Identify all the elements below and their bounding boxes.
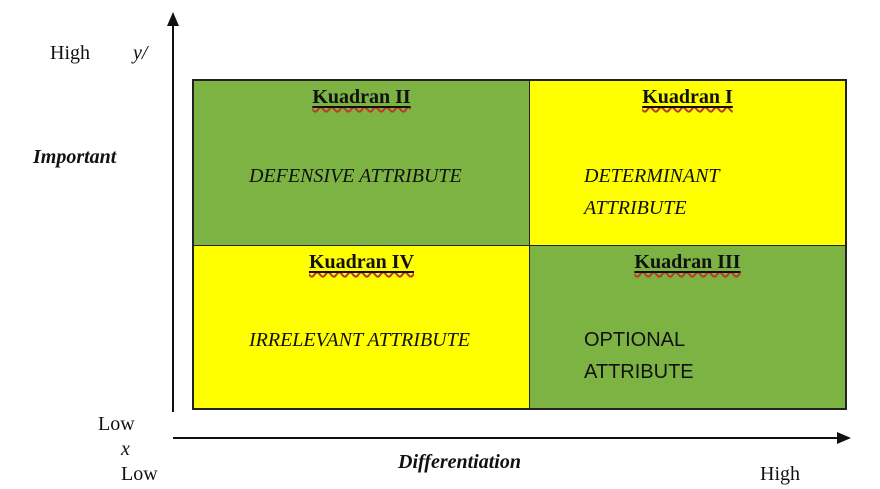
x-low-label: Low <box>121 463 158 485</box>
y-axis-arrowhead <box>167 12 179 26</box>
quadrant-3-body-line-1: OPTIONAL <box>584 329 686 351</box>
quadrant-1: Kuadran I DETERMINANT ATTRIBUTE <box>529 80 846 246</box>
y-high-label: High <box>50 42 90 64</box>
quadrant-2-body-line-1: DEFENSIVE ATTRIBUTE <box>249 165 462 187</box>
quadrant-1-body: DETERMINANT ATTRIBUTE <box>584 160 720 224</box>
quadrant-1-body-line-2: ATTRIBUTE <box>584 197 687 219</box>
quadrant-2-body: DEFENSIVE ATTRIBUTE <box>249 160 462 192</box>
quadrant-4: Kuadran IV IRRELEVANT ATTRIBUTE <box>193 245 530 409</box>
quadrant-1-body-line-1: DETERMINANT <box>584 165 720 187</box>
quadrant-3: Kuadran III OPTIONAL ATTRIBUTE <box>529 245 846 409</box>
x-axis-arrowhead <box>837 432 851 444</box>
quadrant-1-title: Kuadran I <box>642 86 733 108</box>
x-axis-title: Differentiation <box>398 451 521 473</box>
quadrant-3-body: OPTIONAL ATTRIBUTE <box>584 324 694 388</box>
y-axis-title: Important <box>33 146 117 168</box>
quadrant-grid: Kuadran II DEFENSIVE ATTRIBUTE Kuadran I… <box>192 79 847 410</box>
quadrant-3-title: Kuadran III <box>634 251 741 273</box>
y-low-label: Low <box>98 413 135 435</box>
x-high-label: High <box>760 463 800 485</box>
quadrant-3-body-line-2: ATTRIBUTE <box>584 361 694 383</box>
quadrant-2-title: Kuadran II <box>312 86 411 108</box>
x-axis-symbol: x <box>121 438 130 460</box>
quadrant-2: Kuadran II DEFENSIVE ATTRIBUTE <box>193 80 530 246</box>
quadrant-4-body-line-1: IRRELEVANT ATTRIBUTE <box>249 329 470 351</box>
quadrant-4-title: Kuadran IV <box>308 251 415 273</box>
y-axis-symbol: y/ <box>133 42 148 64</box>
quadrant-4-body: IRRELEVANT ATTRIBUTE <box>249 324 470 356</box>
